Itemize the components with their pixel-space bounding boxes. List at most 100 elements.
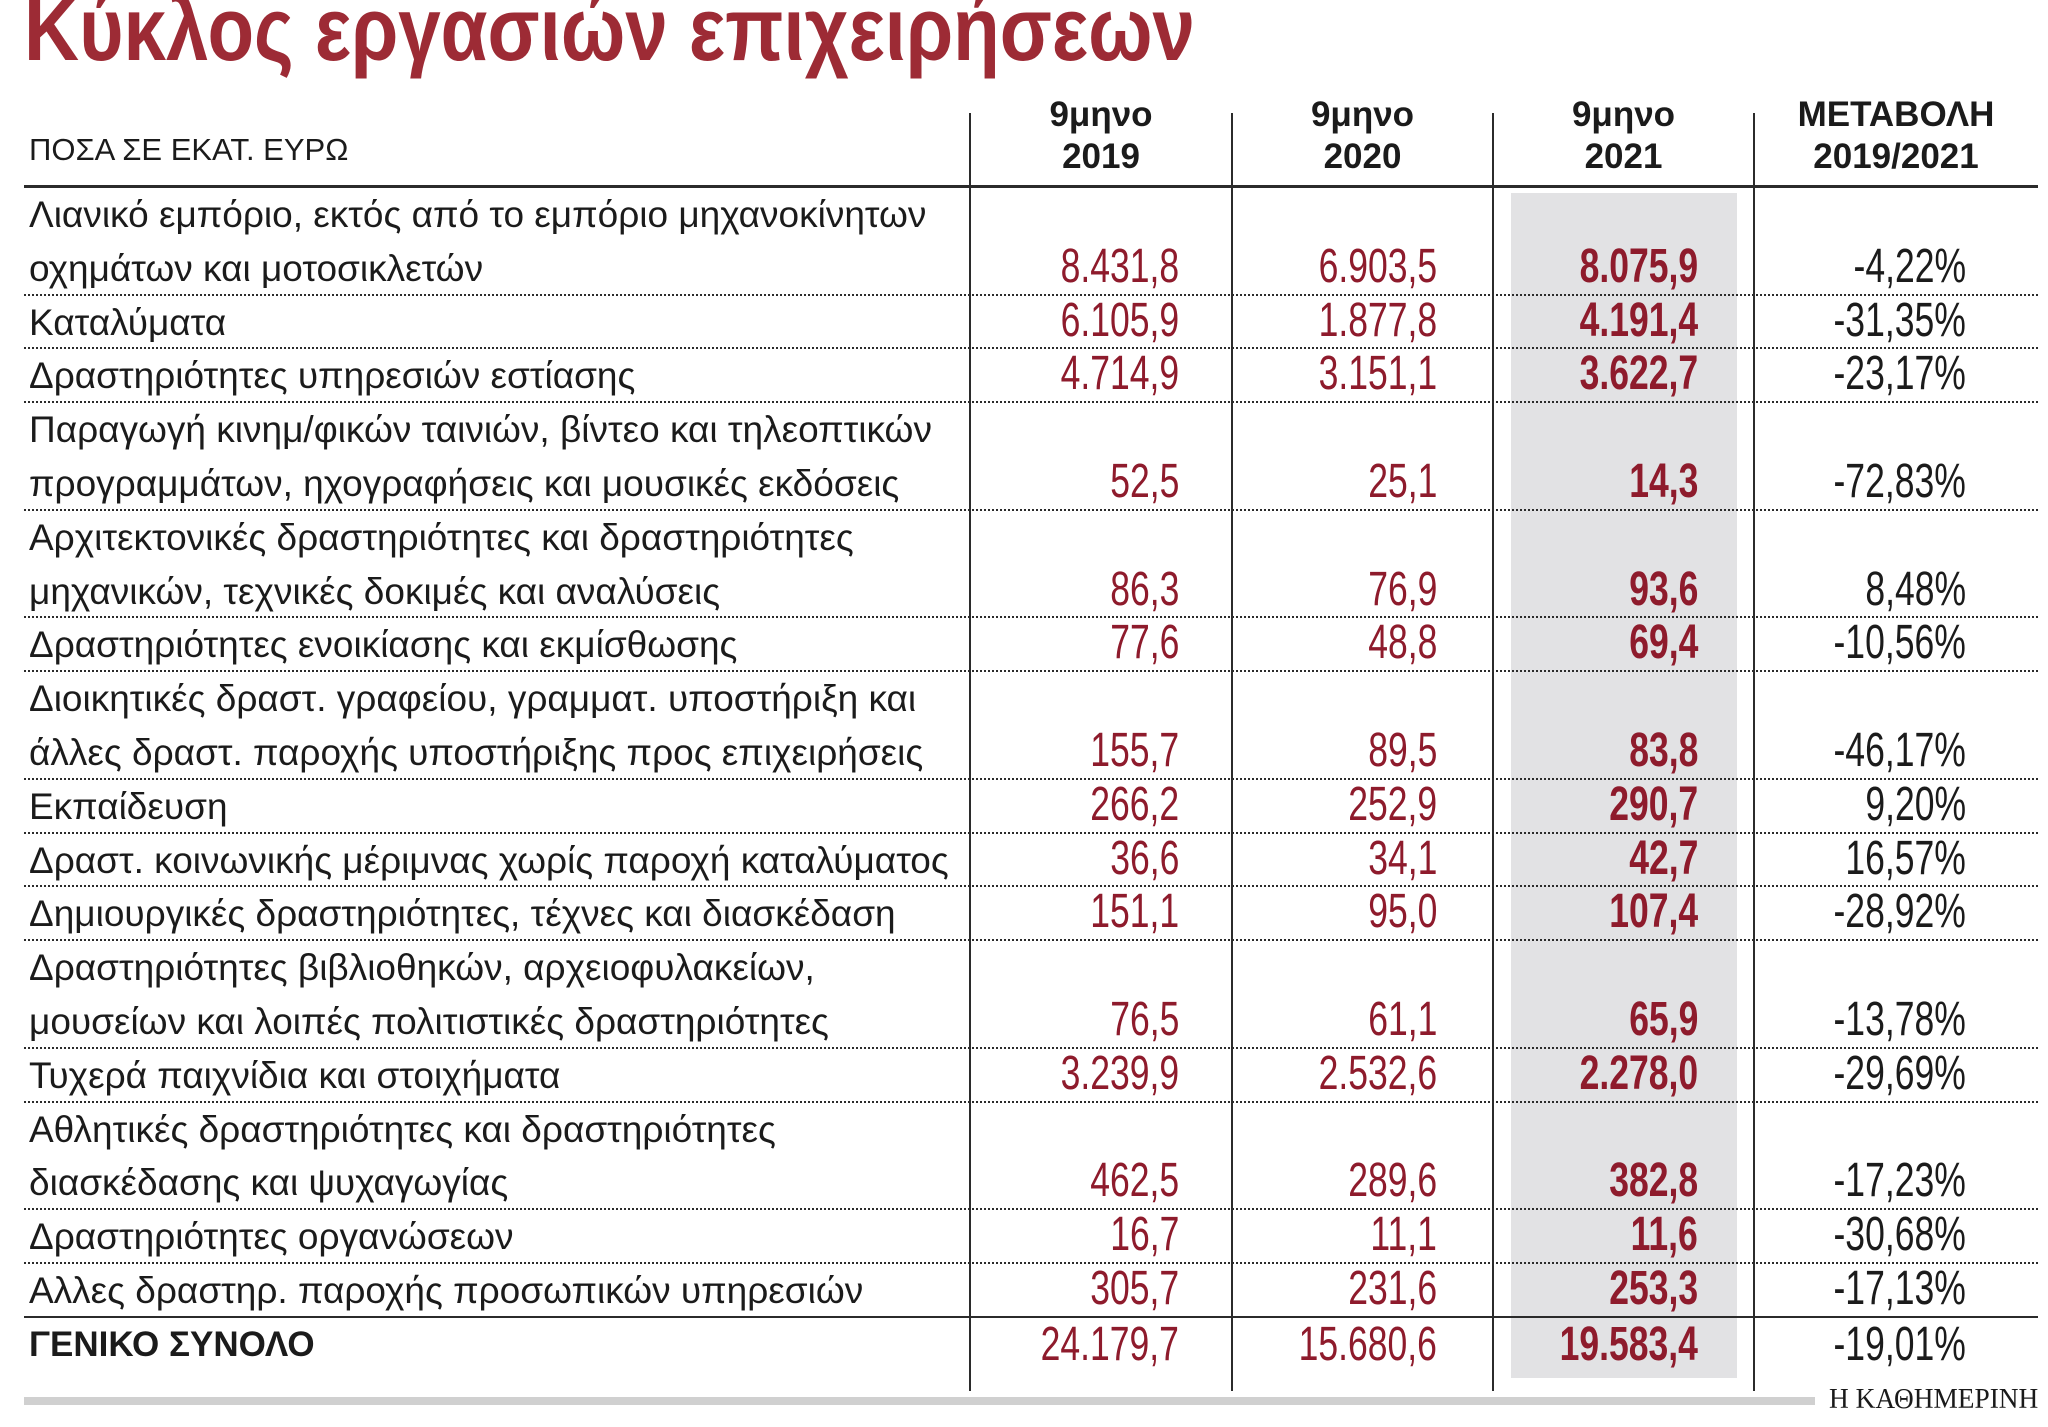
value-2021: 107,4 [1609,885,1698,939]
cell-change: -19,01% [1787,1318,1966,1372]
row-label: Δραστηριότητες υπηρεσιών εστίασης [29,349,635,403]
column-divider [969,113,971,1391]
row-label: Τυχερά παιχνίδια και στοιχήματα [29,1049,560,1103]
cell-2021: 19.583,4 [1511,1318,1698,1372]
value-2019: 305,7 [1090,1261,1179,1315]
column-header-2021: 9μηνο 2021 [1493,94,1754,178]
value-2020: 95,0 [1367,885,1437,939]
header-rule [24,185,2038,188]
value-2021: 69,4 [1628,616,1698,670]
row-label-line: Αλλες δραστηρ. παροχής προσωπικών υπηρεσ… [29,1269,864,1311]
value-2019: 266,2 [1090,777,1179,831]
row-label: Δραστηριότητες βιβλιοθηκών, αρχειοφυλακε… [29,941,829,1049]
cell-2020: 6.903,5 [1277,240,1437,294]
cell-2019: 266,2 [1059,778,1179,832]
value-change: -28,92% [1833,885,1966,939]
value-2020: 289,6 [1348,1154,1437,1208]
value-change: 16,57% [1845,831,1966,885]
value-2021: 93,6 [1628,562,1698,616]
source-credit: Η ΚΑΘΗΜΕΡΙΝΗ [1828,1384,2038,1415]
cell-2019: 3.239,9 [1019,1047,1179,1101]
cell-2020: 2.532,6 [1277,1047,1437,1101]
value-2020: 6.903,5 [1318,239,1437,293]
cell-2019: 24.179,7 [992,1318,1179,1372]
row-label-line: Δημιουργικές δραστηριότητες, τέχνες και … [29,893,896,935]
row-label-line: μηχανικών, τεχνικές δοκιμές και αναλύσει… [29,570,721,612]
row-label: Παραγωγή κινημ/φικών ταινιών, βίντεο και… [29,403,932,511]
value-2021: 3.622,7 [1579,347,1698,401]
column-divider [1492,113,1494,1391]
table-row: Δραστ. κοινωνικής μέριμνας χωρίς παροχή … [24,831,2038,888]
column-divider [1753,113,1755,1391]
cell-2021: 14,3 [1605,455,1698,509]
value-2021: 4.191,4 [1579,293,1698,347]
value-2019: 16,7 [1109,1208,1179,1262]
table-row: Αλλες δραστηρ. παροχής προσωπικών υπηρεσ… [24,1261,2038,1318]
cell-change: -4,22% [1814,240,1966,294]
value-change: -19,01% [1833,1317,1966,1371]
value-2021: 83,8 [1628,723,1698,777]
value-2020: 15.680,6 [1298,1317,1437,1371]
row-label-line: Αρχιτεκτονικές δραστηριότητες και δραστη… [29,516,854,558]
table-row: Διοικητικές δραστ. γραφείου, γραμματ. υπ… [24,672,2038,780]
value-2020: 3.151,1 [1318,347,1437,401]
column-header-period: 9μηνο [1049,95,1153,134]
cell-change: -17,23% [1787,1154,1966,1208]
value-change: 9,20% [1865,777,1966,831]
data-table: Λιανικό εμπόριο, εκτός από το εμπόριο μη… [24,188,2038,1372]
value-change: -17,23% [1833,1154,1966,1208]
row-label-line: Δραστηριότητες υπηρεσιών εστίασης [29,355,636,397]
row-label-line: Δραστηριότητες ενοικίασης και εκμίσθωσης [29,624,738,666]
row-label: Δραστηριότητες οργανώσεων [29,1210,514,1264]
value-2019: 3.239,9 [1060,1046,1179,1100]
table-row: Εκπαίδευση 266,2 252,9 290,7 9,20% [24,777,2038,834]
total-row: ΓΕΝΙΚΟ ΣΥΝΟΛΟ 24.179,7 15.680,6 19.583,4 -19… [24,1318,2038,1372]
value-2020: 89,5 [1367,723,1437,777]
cell-change: -23,17% [1787,347,1966,401]
value-change: -29,69% [1833,1046,1966,1100]
cell-2020: 89,5 [1344,724,1437,778]
value-2021: 2.278,0 [1579,1046,1698,1100]
value-2021: 253,3 [1609,1261,1698,1315]
row-label-line: Αθλητικές δραστηριότητες και δραστηριότη… [29,1108,776,1150]
value-2020: 25,1 [1367,454,1437,508]
row-label: Εκπαίδευση [29,780,228,834]
cell-change: -29,69% [1787,1047,1966,1101]
value-2021: 11,6 [1630,1208,1698,1262]
value-2021: 382,8 [1609,1154,1698,1208]
cell-2021: 4.191,4 [1538,294,1698,348]
cell-2019: 305,7 [1059,1262,1179,1316]
column-header-period: 9μηνο [1571,95,1676,134]
value-change: -13,78% [1833,992,1966,1046]
value-2019: 77,6 [1109,616,1179,670]
cell-2019: 86,3 [1086,563,1179,617]
row-label: Αλλες δραστηρ. παροχής προσωπικών υπηρεσ… [29,1264,863,1318]
bottom-bar [24,1397,1815,1405]
cell-2021: 65,9 [1605,993,1698,1047]
cell-2019: 36,6 [1086,832,1179,886]
value-2019: 24.179,7 [1040,1317,1179,1371]
row-label-line: άλλες δραστ. παροχής υποστήριξης προς επ… [29,731,924,773]
value-2019: 52,5 [1109,454,1179,508]
table-row: Δραστηριότητες υπηρεσιών εστίασης 4.714,9… [24,347,2038,404]
cell-2019: 4.714,9 [1019,347,1179,401]
row-label-line: ΓΕΝΙΚΟ ΣΥΝΟΛΟ [29,1324,315,1364]
cell-change: -31,35% [1787,294,1966,348]
row-label-line: Διοικητικές δραστ. γραφείου, γραμματ. υπ… [29,678,917,720]
row-label-line: οχημάτων και μοτοσικλετών [29,247,484,289]
value-change: 8,48% [1865,562,1966,616]
row-label: Αρχιτεκτονικές δραστηριότητες και δραστη… [29,511,854,619]
row-label: Δημιουργικές δραστηριότητες, τέχνες και … [29,887,896,941]
value-change: -46,17% [1833,723,1966,777]
row-label: Διοικητικές δραστ. γραφείου, γραμματ. υπ… [29,672,923,780]
cell-2021: 3.622,7 [1538,347,1698,401]
row-label-line: μουσείων και λοιπές πολιτιστικές δραστηρ… [29,1000,829,1042]
cell-2020: 76,9 [1344,563,1437,617]
value-2021: 42,7 [1628,831,1698,885]
cell-2020: 252,9 [1317,778,1437,832]
cell-2021: 8.075,9 [1538,240,1698,294]
column-header-change-period: 2019/2021 [1813,137,1979,176]
table-row: Λιανικό εμπόριο, εκτός από το εμπόριο μη… [24,188,2038,296]
cell-2021: 11,6 [1607,1208,1698,1262]
table-row: Αρχιτεκτονικές δραστηριότητες και δραστη… [24,511,2038,619]
